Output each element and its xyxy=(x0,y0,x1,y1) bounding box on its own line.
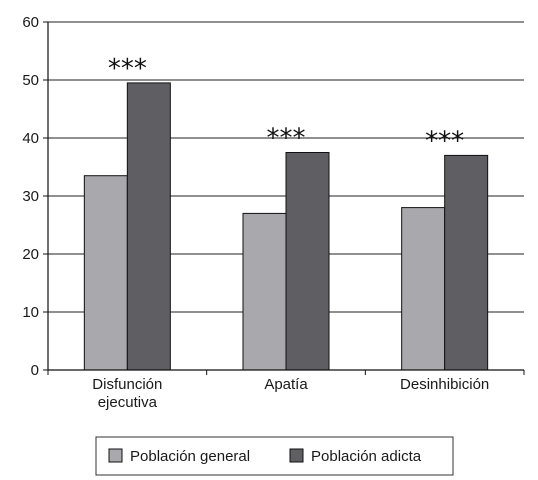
bar xyxy=(444,154,489,371)
x-axis-ticks xyxy=(47,370,525,375)
y-tick-label: 0 xyxy=(31,362,39,379)
bar xyxy=(285,152,330,371)
y-tick-label: 60 xyxy=(22,14,39,31)
category-label-line: ejecutiva xyxy=(98,394,158,411)
bar xyxy=(242,212,287,371)
bar xyxy=(401,207,446,371)
y-tick-label: 40 xyxy=(22,130,39,147)
category-label: Apatía xyxy=(264,376,308,393)
y-tick-label: 30 xyxy=(22,188,39,205)
legend-box xyxy=(95,436,454,476)
category-label-line: Desinhibición xyxy=(400,376,489,393)
category-label-line: Apatía xyxy=(264,376,308,393)
significance-marker: *** xyxy=(425,126,464,156)
category-label-line: Disfunción xyxy=(92,376,162,393)
bars xyxy=(83,82,489,371)
significance-marker: *** xyxy=(267,124,306,154)
significance-marker: *** xyxy=(108,54,147,84)
bar xyxy=(83,175,128,371)
legend-swatch xyxy=(108,448,123,463)
y-tick-label: 10 xyxy=(22,304,39,321)
category-label: Desinhibición xyxy=(400,376,489,393)
significance-markers: *** *** *** xyxy=(108,54,464,156)
legend-swatch xyxy=(289,448,304,463)
y-tick-label: 20 xyxy=(22,246,39,263)
legend-label: Población adicta xyxy=(311,448,422,465)
bar xyxy=(126,82,171,371)
y-axis-ticks: 0 10 20 30 40 50 60 xyxy=(22,14,48,379)
category-label: Disfunción ejecutiva xyxy=(92,376,162,411)
y-tick-label: 50 xyxy=(22,72,39,89)
axes xyxy=(47,22,524,371)
legend-label: Población general xyxy=(130,448,250,465)
category-labels: Disfunción ejecutiva Apatía Desinhibición xyxy=(92,376,489,411)
legend: Población general Población adicta xyxy=(95,436,454,476)
